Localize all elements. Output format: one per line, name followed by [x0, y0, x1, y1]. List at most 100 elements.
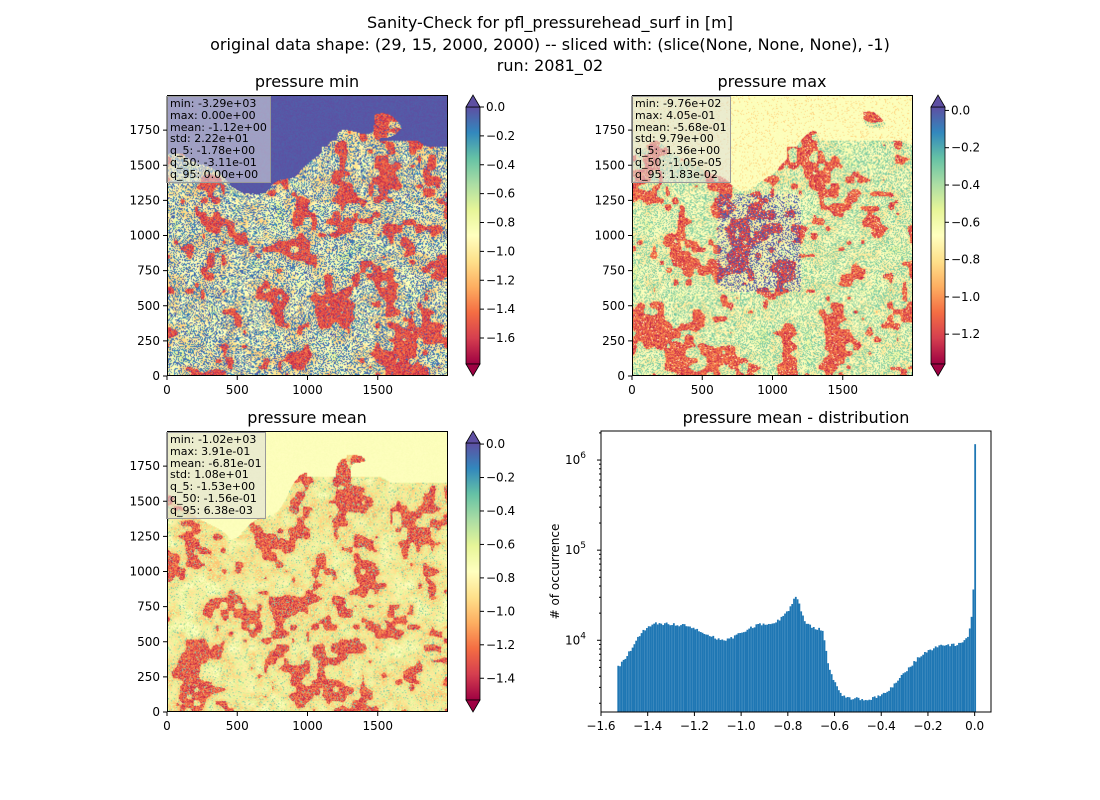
histogram-bar — [617, 665, 620, 712]
histogram-bar — [884, 693, 887, 712]
colorbar-tick-label: −0.8 — [486, 571, 515, 585]
histogram-bar — [866, 700, 869, 712]
x-tick-label: 1000 — [292, 383, 323, 397]
histogram-bar — [895, 682, 898, 712]
histogram-bar — [920, 656, 923, 712]
histogram-bar — [692, 627, 695, 712]
histogram-bar — [687, 626, 690, 712]
stat-line: mean: -6.81e-01 — [170, 456, 262, 470]
histogram-bar — [698, 631, 700, 712]
histogram-bar — [683, 624, 686, 712]
histogram-bar — [644, 630, 647, 712]
y-tick-label: 1500 — [594, 158, 625, 172]
colorbar-tick-label: −0.8 — [951, 253, 980, 267]
stat-line: mean: -5.68e-01 — [635, 120, 727, 134]
histogram-bar — [830, 674, 833, 712]
histogram-bar — [619, 666, 621, 712]
histogram-bar — [812, 626, 815, 712]
histogram-bar — [651, 624, 654, 712]
figure-suptitle-line2: original data shape: (29, 15, 2000, 2000… — [210, 35, 890, 54]
histogram-bar — [647, 626, 650, 712]
colorbar-extend-min — [930, 363, 946, 377]
colorbar-extend-max — [465, 94, 481, 108]
histogram-bar — [662, 625, 664, 712]
histogram-bar — [762, 623, 765, 712]
histogram-bar — [898, 677, 901, 712]
histogram-bar — [836, 686, 838, 712]
histogram-bar — [637, 636, 639, 712]
hist-x-tick-label: −0.4 — [867, 719, 896, 733]
colorbar-tick-label: −1.2 — [951, 327, 980, 341]
histogram-bar — [730, 637, 733, 712]
histogram-bar — [913, 661, 916, 712]
histogram-bar — [916, 657, 919, 712]
colorbar-extend-max — [930, 94, 946, 108]
hist-x-tick-label: −1.2 — [680, 719, 709, 733]
histogram-bar — [911, 665, 914, 712]
histogram-bar — [646, 628, 648, 712]
colorbar-tick-label: 0.0 — [486, 437, 505, 451]
histogram-bar — [852, 699, 855, 712]
histogram-bar — [811, 627, 813, 712]
stat-line: std: 1.08e+01 — [170, 468, 249, 482]
hist-y-tick-label: 106 — [565, 451, 586, 467]
colorbar-1 — [930, 106, 946, 365]
y-tick-label: 1250 — [594, 193, 625, 207]
histogram-bar — [972, 589, 975, 712]
histogram-bar — [674, 625, 677, 712]
stat-line: min: -9.76e+02 — [635, 97, 722, 110]
histogram-bar — [814, 629, 817, 712]
histogram-bar — [918, 657, 921, 712]
colorbar-tick-label: 0.0 — [951, 103, 970, 117]
y-tick-label: 1000 — [594, 229, 625, 243]
y-tick-label: 0 — [152, 705, 160, 719]
histogram-bar — [961, 642, 964, 712]
histogram-bar — [728, 638, 731, 712]
histogram-bar — [859, 700, 862, 712]
histogram-bar — [667, 624, 670, 712]
histogram-bar — [660, 623, 663, 712]
histogram-bar — [798, 603, 801, 712]
stat-line: min: -1.02e+03 — [170, 433, 257, 446]
stat-line: q_50: -3.11e-01 — [170, 155, 257, 169]
histogram-bar — [958, 642, 960, 712]
histogram-bar — [848, 697, 851, 712]
colorbar-tick-label: −1.0 — [486, 244, 515, 258]
colorbar-tick-label: −1.2 — [486, 273, 515, 287]
histogram-bar — [748, 628, 751, 712]
histogram-bar — [907, 667, 910, 712]
histogram-bar — [733, 635, 736, 712]
histogram-bar — [689, 626, 691, 712]
histogram-bar — [941, 645, 944, 712]
histogram-bar — [757, 623, 760, 712]
histogram-bar — [909, 666, 912, 712]
histogram-bar — [837, 690, 840, 712]
y-tick-label: 1500 — [129, 158, 160, 172]
panel-min-title: pressure min — [254, 72, 360, 91]
histogram-bar — [952, 643, 955, 712]
histogram-bar — [759, 623, 761, 712]
histogram-bar — [897, 680, 899, 712]
histogram-title: pressure mean - distribution — [682, 408, 910, 427]
colorbar-tick-label: −0.6 — [951, 215, 980, 229]
panel-max-title: pressure max — [717, 72, 827, 91]
colorbar-tick-label: −1.6 — [486, 331, 515, 345]
histogram-bar — [694, 629, 697, 712]
colorbar-extend-max — [465, 430, 481, 444]
histogram-bar — [712, 635, 715, 712]
histogram-bar — [671, 625, 673, 712]
histogram-bar — [680, 625, 682, 712]
histogram-bar — [620, 661, 623, 712]
colorbar-tick-label: −0.6 — [486, 187, 515, 201]
colorbar-tick-label: −1.4 — [486, 302, 515, 316]
colorbar-tick-label: −0.4 — [951, 178, 980, 192]
histogram-bar — [628, 651, 630, 712]
stat-line: q_95: 0.00e+00 — [170, 167, 259, 181]
histogram-bar — [690, 628, 693, 712]
histogram-bar — [769, 624, 772, 712]
histogram-bar — [665, 622, 668, 712]
histogram-bar — [760, 625, 763, 712]
histogram-bar — [653, 623, 656, 712]
panel-mean-stats: min: -1.02e+03 max: 3.91e-01 mean: -6.81e-… — [166, 432, 266, 519]
